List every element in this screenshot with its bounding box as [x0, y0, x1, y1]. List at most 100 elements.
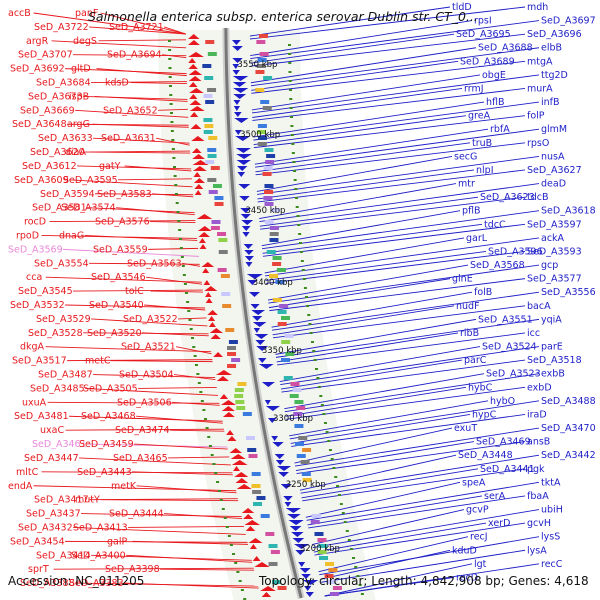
- right-gene-label: garL: [466, 233, 488, 244]
- left-gene-connector: [53, 567, 254, 570]
- cog-block: [264, 184, 274, 188]
- tick-mark: [323, 422, 327, 424]
- left-gene-connector: [124, 582, 259, 589]
- tick-mark: [354, 566, 358, 568]
- left-gene-label: SeD_A3388: [20, 578, 75, 589]
- left-gene-connector: [96, 68, 187, 77]
- right-gene-connector: [321, 549, 526, 583]
- right-gene-label: greA: [468, 111, 491, 122]
- forward-gene-arrow: [233, 466, 241, 471]
- reverse-gene-arrow: [278, 472, 289, 477]
- right-gene-connector: [289, 400, 489, 437]
- left-gene-label: accB: [8, 8, 31, 19]
- forward-gene-arrow: [220, 400, 237, 405]
- right-gene-label: icc: [527, 328, 540, 339]
- left-gene-connector: [89, 26, 186, 35]
- reverse-gene-arrow: [232, 46, 243, 51]
- tick-mark: [320, 404, 324, 406]
- right-gene-connector: [272, 305, 455, 336]
- left-gene-label: SeD_A3465: [113, 453, 168, 464]
- left-gene-label: SeD_A3694: [107, 50, 162, 61]
- left-gene-label: SeD_A3522: [123, 314, 178, 325]
- right-gene-connector: [273, 305, 526, 339]
- tick-mark: [302, 278, 306, 280]
- cog-block: [231, 358, 241, 362]
- left-gene-label: diaA: [65, 147, 86, 158]
- right-gene-connector: [277, 332, 526, 366]
- cog-block: [302, 448, 312, 452]
- right-gene-connector: [284, 373, 540, 413]
- tick-mark: [176, 211, 180, 213]
- left-gene-label: panF: [75, 8, 98, 19]
- cog-block: [317, 550, 327, 554]
- right-gene-label: recJ: [470, 532, 488, 543]
- left-gene-connector: [150, 221, 196, 224]
- right-gene-label: kduD: [452, 545, 477, 556]
- position-axis-label: 3400 kbp: [253, 278, 293, 288]
- forward-gene-arrow: [207, 310, 218, 315]
- right-gene-connector: [253, 101, 485, 138]
- right-gene-label: folP: [527, 111, 545, 122]
- reverse-gene-arrow: [236, 160, 251, 165]
- right-gene-label: SeD_A3523: [486, 369, 541, 380]
- left-gene-label: SeD_A3648: [12, 119, 67, 130]
- cog-block: [207, 154, 217, 158]
- cog-block: [266, 250, 276, 254]
- cog-block: [204, 76, 214, 80]
- cog-block: [225, 328, 235, 332]
- right-gene-connector: [268, 264, 540, 304]
- tick-mark: [330, 458, 334, 460]
- cog-block: [203, 94, 213, 98]
- left-gene-label: SeD_A3721: [109, 22, 164, 33]
- left-gene-label: SeD_A3569: [8, 244, 63, 255]
- cog-block: [207, 148, 217, 152]
- tick-mark: [234, 562, 238, 564]
- tick-mark: [212, 463, 216, 465]
- right-gene-label: exbD: [527, 382, 552, 393]
- right-gene-connector: [314, 522, 526, 556]
- left-gene-connector: [146, 276, 203, 285]
- right-gene-label: SeD_A3577: [527, 274, 582, 285]
- right-gene-label: parE: [541, 342, 563, 353]
- right-gene-label: SeD_A3488: [541, 396, 596, 407]
- left-gene-connector: [132, 540, 249, 545]
- tick-mark: [168, 58, 172, 60]
- right-gene-connector: [265, 251, 526, 284]
- tick-mark: [328, 449, 332, 451]
- reverse-gene-arrow: [239, 196, 250, 201]
- left-gene-label: SeD_A3443: [77, 467, 132, 478]
- right-gene-connector: [267, 264, 469, 301]
- left-gene-label: SeD_A3432: [18, 522, 73, 533]
- tick-mark: [314, 368, 318, 370]
- cog-block: [281, 316, 291, 320]
- right-gene-label: SeD_A3470: [541, 423, 596, 434]
- right-gene-connector: [253, 115, 526, 149]
- cog-block: [264, 202, 274, 206]
- left-gene-label: SeD_A3684: [36, 78, 91, 89]
- left-gene-connector: [162, 54, 187, 59]
- cog-block: [208, 190, 218, 194]
- right-gene-label: rbfA: [490, 124, 510, 135]
- right-gene-label: mtgA: [527, 56, 553, 67]
- left-gene-label: uxuA: [22, 397, 47, 408]
- left-gene-label: SeD_A3546: [91, 272, 146, 283]
- cog-block: [253, 502, 263, 506]
- right-gene-label: rpsO: [527, 138, 549, 149]
- tick-mark: [188, 319, 192, 321]
- position-axis-label: 3200 kbp: [300, 544, 340, 554]
- right-gene-label: SeD_A3441: [480, 464, 535, 475]
- right-gene-connector: [279, 346, 481, 382]
- left-gene-label: SeD_A3540: [89, 300, 144, 311]
- tick-mark: [229, 544, 233, 546]
- tick-mark: [170, 121, 174, 123]
- right-gene-connector: [250, 47, 477, 84]
- left-gene-label: sprT: [28, 564, 49, 575]
- right-gene-connector: [254, 128, 489, 165]
- right-gene-label: gcp: [541, 260, 558, 271]
- right-gene-connector: [311, 509, 465, 545]
- tick-mark: [196, 373, 200, 375]
- right-gene-label: hflB: [486, 97, 505, 108]
- forward-gene-arrow: [202, 268, 210, 273]
- left-gene-connector: [156, 137, 190, 146]
